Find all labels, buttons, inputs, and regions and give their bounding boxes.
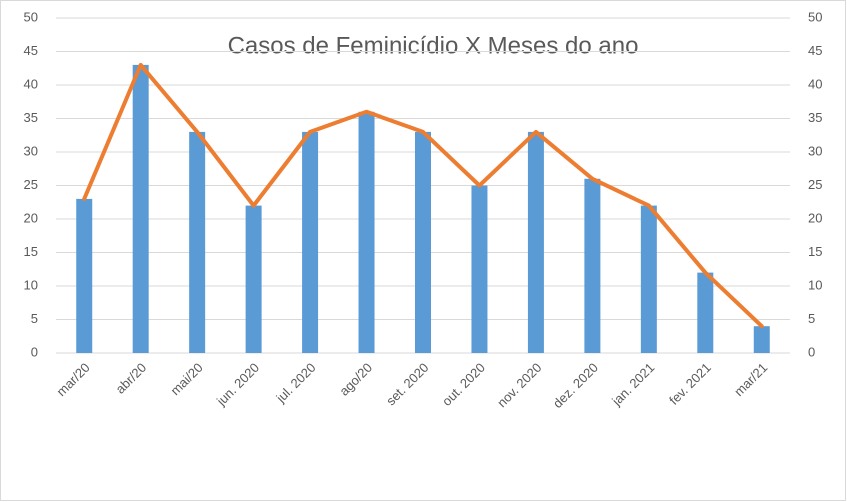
- bar: [132, 64, 149, 354]
- y-tick-label: 0: [31, 344, 38, 359]
- y2-tick-label: 10: [808, 277, 822, 292]
- bar: [527, 131, 544, 353]
- y-tick-label: 15: [24, 244, 38, 259]
- y-tick-label: 25: [24, 177, 38, 192]
- bar: [584, 178, 601, 353]
- y2-tick-label: 20: [808, 210, 822, 225]
- y2-tick-label: 25: [808, 177, 822, 192]
- y2-tick-label: 5: [808, 311, 815, 326]
- bar: [245, 205, 262, 353]
- y2-tick-label: 0: [808, 344, 815, 359]
- line: [82, 62, 764, 329]
- bar: [753, 326, 770, 353]
- y2-tick-label: 30: [808, 143, 822, 158]
- y2-tick-label: 45: [808, 43, 822, 58]
- bar: [415, 131, 431, 353]
- y2-tick-label: 15: [808, 244, 822, 259]
- y-tick-label: 40: [24, 76, 38, 91]
- y-tick-label: 35: [24, 110, 38, 125]
- bar: [640, 205, 657, 353]
- y-tick-label: 20: [24, 210, 38, 225]
- bar: [471, 185, 488, 353]
- bar: [697, 272, 714, 353]
- bar: [189, 131, 206, 353]
- y2-tick-label: 50: [808, 9, 822, 24]
- y-tick-label: 50: [24, 9, 38, 24]
- y2-tick-label: 35: [808, 110, 822, 125]
- y-tick-label: 5: [31, 311, 38, 326]
- y2-tick-label: 40: [808, 76, 822, 91]
- bar: [302, 131, 319, 353]
- y-tick-label: 10: [24, 277, 38, 292]
- bar: [358, 111, 375, 353]
- y-tick-label: 30: [24, 143, 38, 158]
- bar: [76, 198, 93, 353]
- y-tick-label: 45: [24, 43, 38, 58]
- chart-title: Casos de Feminicídio X Meses do ano: [228, 32, 639, 59]
